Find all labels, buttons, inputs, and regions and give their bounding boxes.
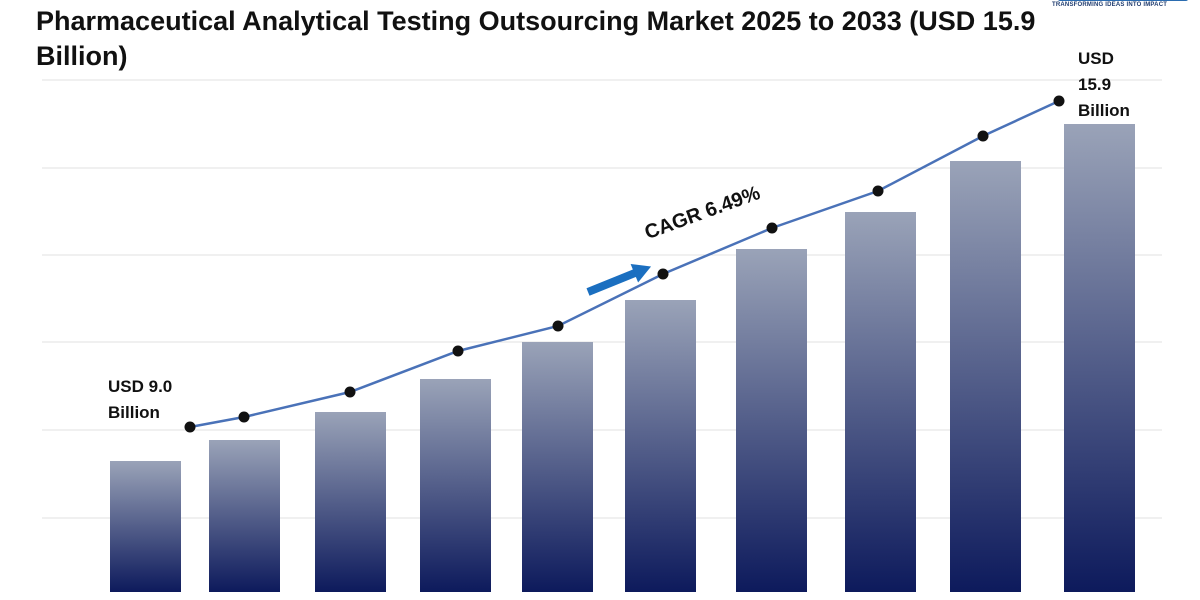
bar-4 <box>420 379 491 592</box>
trend-point-10 <box>1053 95 1065 107</box>
bar-6 <box>625 300 696 592</box>
arrow-head <box>630 263 652 283</box>
trend-point-3 <box>344 386 356 398</box>
bar-10 <box>1064 124 1135 592</box>
bar-8 <box>845 212 916 592</box>
start-value-label: USD 9.0 Billion <box>108 377 173 422</box>
trend-point-7 <box>766 222 778 234</box>
bar-5 <box>522 342 593 592</box>
arrow-shaft <box>586 268 638 296</box>
cagr-arrow-shape <box>586 263 652 296</box>
brand-logo: TRANSFORMING IDEAS INTO IMPACT <box>1040 0 1200 14</box>
trend-point-4 <box>452 345 464 357</box>
cagr-arrow <box>586 263 652 296</box>
logo-tagline: TRANSFORMING IDEAS INTO IMPACT <box>1052 2 1168 8</box>
trend-point-2 <box>238 411 250 423</box>
trend-point-5 <box>552 320 564 332</box>
bars <box>110 124 1135 592</box>
trend-line <box>184 95 1065 433</box>
trend-point-8 <box>872 185 884 197</box>
end-value-label: USD 15.9 Billion <box>1078 49 1130 120</box>
bar-9 <box>950 161 1021 592</box>
trend-polyline <box>189 99 1060 429</box>
bar-1 <box>110 461 181 592</box>
bar-3 <box>315 412 386 592</box>
trend-point-6 <box>657 268 669 280</box>
bar-7 <box>736 249 807 592</box>
trend-point-1 <box>184 421 196 433</box>
logo-mark <box>1058 0 1188 1</box>
chart-title: Pharmaceutical Analytical Testing Outsou… <box>36 6 1036 71</box>
trend-point-9 <box>977 130 989 142</box>
bar-2 <box>209 440 280 592</box>
